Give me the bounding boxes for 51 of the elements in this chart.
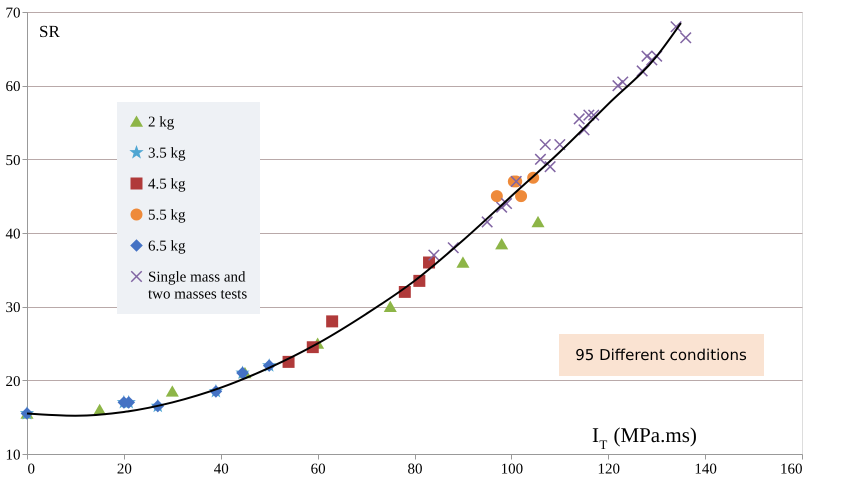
point <box>612 80 624 92</box>
point <box>481 216 494 228</box>
point <box>582 109 595 122</box>
x-tick-label: 80 <box>408 462 422 478</box>
point <box>326 315 338 328</box>
point <box>578 124 590 136</box>
point <box>554 138 566 151</box>
x-tick-label: 40 <box>214 462 229 478</box>
point <box>636 64 648 77</box>
x-tick-label: 0 <box>28 462 35 478</box>
y-tick-label: 50 <box>6 152 20 169</box>
y-axis-title: SR <box>39 22 60 41</box>
point <box>384 301 396 312</box>
y-tick-label: 20 <box>6 374 20 390</box>
point <box>670 20 682 33</box>
point <box>646 54 658 66</box>
legend-label: Single mass and two masses tests <box>148 270 248 302</box>
y-tick-label: 40 <box>6 226 20 242</box>
point <box>166 386 178 397</box>
point <box>532 216 544 228</box>
point <box>544 160 556 173</box>
x-tick-label: 20 <box>116 462 132 478</box>
point <box>496 201 508 214</box>
point <box>534 153 546 166</box>
x-tick-label: 60 <box>310 462 326 478</box>
x-tick-label: 140 <box>694 462 717 478</box>
point <box>616 76 629 88</box>
x-tick-label: 120 <box>598 462 620 478</box>
point <box>588 109 600 122</box>
y-tick-label: 30 <box>6 300 20 316</box>
point <box>500 198 513 210</box>
legend-label: 3.5 kg <box>148 146 186 162</box>
point <box>515 190 528 202</box>
point <box>539 138 552 151</box>
y-tick-label: 10 <box>6 448 20 464</box>
x-tick-label: 160 <box>780 462 802 478</box>
point <box>680 32 692 44</box>
y-tick-label: 60 <box>6 79 20 96</box>
legend-label: 6.5 kg <box>148 238 186 254</box>
point <box>490 190 503 202</box>
legend-label: 4.5 kg <box>148 176 186 192</box>
point <box>447 242 460 254</box>
legend-label: 2 kg <box>148 114 175 130</box>
point <box>496 238 508 250</box>
y-tick-label: 70 <box>6 6 20 22</box>
x-tick-label: 100 <box>500 462 524 478</box>
legend-label: 5.5 kg <box>148 208 186 224</box>
point <box>573 112 586 125</box>
annotation: 95 Different conditions <box>575 346 747 364</box>
point <box>456 257 469 268</box>
point <box>428 249 440 262</box>
